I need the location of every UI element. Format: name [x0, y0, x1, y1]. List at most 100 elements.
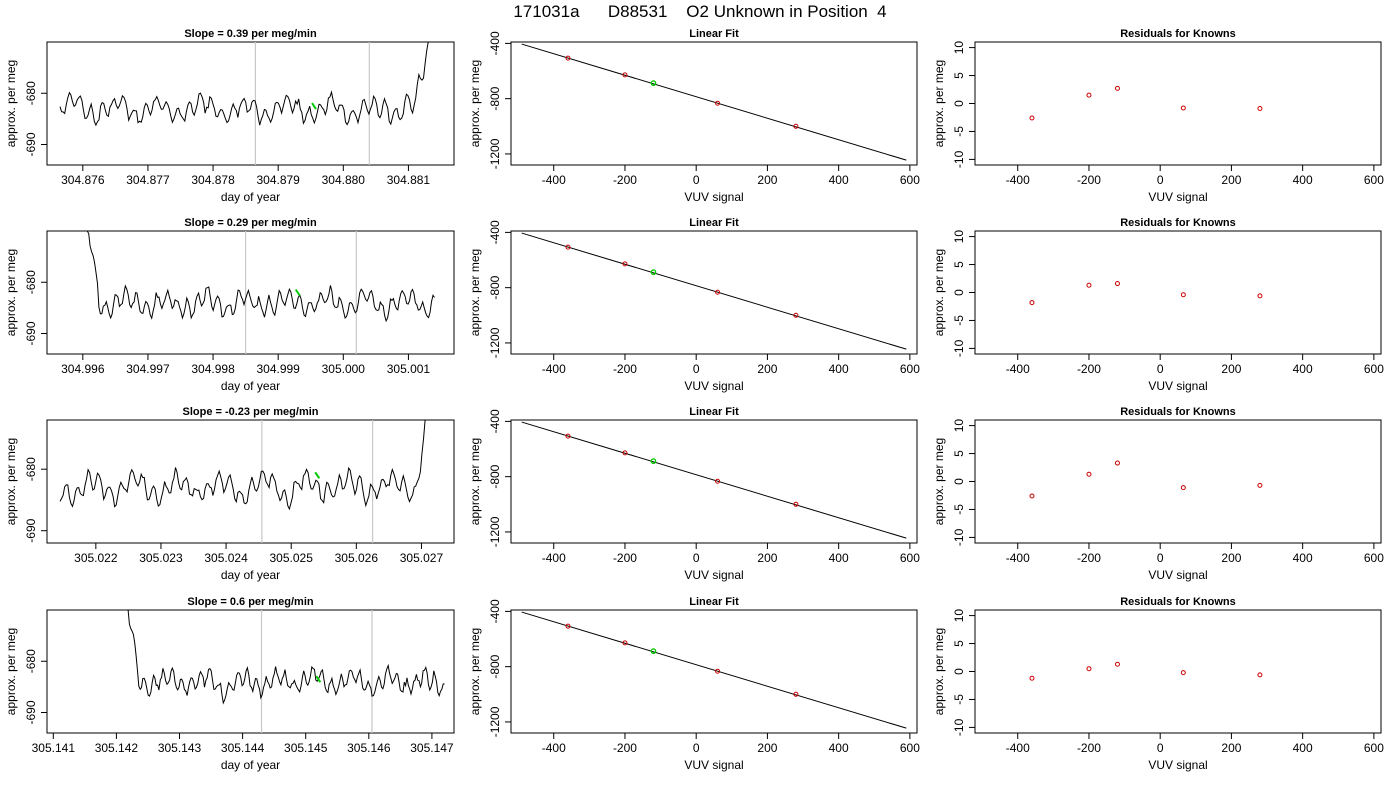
row1-residuals-ytick-label: -5: [952, 126, 966, 137]
row4-linear-fit-known-point: [715, 668, 721, 674]
row4-linear-fit-ytick-label: -800: [488, 654, 502, 678]
row2-linear-fit-xtick-label: -200: [613, 362, 637, 376]
row3-linear-fit-ytick-label: -800: [488, 464, 502, 488]
row4-residuals-residual-point: [1114, 661, 1120, 667]
row3-residuals-xtick-label: 600: [1364, 551, 1384, 565]
row2-timeseries-unknown-mark: [294, 288, 301, 297]
row3-linear-fit-known-point: [793, 501, 799, 507]
row1-residuals-xlabel: VUV signal: [1148, 190, 1207, 204]
row2-linear-fit-known-point: [715, 289, 721, 295]
row4-residuals-title: Residuals for Knowns: [1120, 596, 1236, 608]
row4-timeseries-xtick-label: 305.141: [32, 741, 76, 755]
row1-timeseries-xtick-label: 304.880: [322, 173, 366, 187]
row1-timeseries-xtick-label: 304.881: [387, 173, 431, 187]
row2-residuals-xtick-label: 0: [1157, 362, 1164, 376]
row2-residuals-residual-point: [1086, 282, 1092, 288]
row3-linear-fit-ytick-label: -1200: [488, 516, 502, 547]
row4-timeseries-xtick-label: 305.144: [221, 741, 265, 755]
row3-timeseries-xtick-label: 305.023: [139, 551, 183, 565]
row3-residuals-ytick-label: -10: [952, 528, 966, 546]
row1-residuals-residual-point: [1180, 105, 1186, 111]
row3-timeseries-xtick-label: 305.026: [335, 551, 379, 565]
row3-residuals-frame: [974, 419, 1382, 544]
row1-linear-fit-known-point: [793, 123, 799, 129]
row1-residuals-title: Residuals for Knowns: [1120, 28, 1236, 40]
row3-residuals-residual-point: [1180, 485, 1186, 491]
row4-linear-fit-xtick-label: 0: [693, 741, 700, 755]
row4-timeseries-xtick-label: 305.145: [284, 741, 328, 755]
row4-timeseries-xtick-label: 305.143: [158, 741, 202, 755]
row2-residuals-ytick-label: -10: [952, 339, 966, 357]
row2-residuals-ytick-label: 10: [952, 230, 966, 244]
row3-timeseries-title: Slope = -0.23 per meg/min: [182, 406, 318, 418]
row4-residuals-ytick-label: -5: [952, 694, 966, 705]
row2-residuals-residual-point: [1257, 293, 1263, 299]
row1-linear-fit-xtick-label: 600: [900, 173, 920, 187]
row3-residuals-residual-point: [1029, 493, 1035, 499]
row2-residuals-residual-point: [1114, 281, 1120, 287]
row4-timeseries-ytick-label: -690: [24, 700, 38, 724]
row4-linear-fit-ytick-label: -400: [488, 599, 502, 623]
row3-linear-fit-xtick-label: 400: [829, 551, 849, 565]
row3-residuals-xlabel: VUV signal: [1148, 568, 1207, 582]
row3-linear-fit-known-point: [622, 450, 628, 456]
row3-timeseries-panel: Slope = -0.23 per meg/min day of year appr…: [4, 406, 455, 582]
row1-residuals-ytick-label: 5: [952, 72, 966, 79]
row2-residuals-residual-point: [1029, 300, 1035, 306]
row1-residuals-ytick-label: -10: [952, 150, 966, 168]
row1-residuals-xtick-label: 600: [1364, 173, 1384, 187]
row3-residuals-title: Residuals for Knowns: [1120, 406, 1236, 418]
row4-residuals-ytick-label: 0: [952, 668, 966, 675]
row3-timeseries-ytick-label: -690: [24, 518, 38, 542]
row3-linear-fit-xtick-label: 200: [757, 551, 777, 565]
row1-timeseries-panel: Slope = 0.39 per meg/min day of year appro…: [4, 28, 455, 204]
row3-residuals-xtick-label: 400: [1293, 551, 1313, 565]
row2-residuals-residual-point: [1180, 292, 1186, 298]
row3-timeseries-ylabel: approx. per meg: [4, 438, 18, 525]
row3-linear-fit-xtick-label: 0: [693, 551, 700, 565]
row1-timeseries-frame: [46, 41, 455, 166]
row2-residuals-xlabel: VUV signal: [1148, 379, 1207, 393]
row3-timeseries-xtick-label: 305.027: [400, 551, 444, 565]
row2-residuals-ytick-label: -5: [952, 315, 966, 326]
row3-residuals-xtick-label: 0: [1157, 551, 1164, 565]
row4-residuals-ytick-label: 5: [952, 640, 966, 647]
row3-linear-fit-xtick-label: -200: [613, 551, 637, 565]
row1-timeseries-xtick-label: 304.877: [126, 173, 170, 187]
row3-residuals-ylabel: approx. per meg: [932, 438, 946, 525]
row3-residuals-residual-point: [1086, 471, 1092, 477]
row2-linear-fit-xtick-label: 400: [829, 362, 849, 376]
row4-timeseries-xtick-label: 305.142: [95, 741, 139, 755]
row4-residuals-xtick-label: -400: [1006, 741, 1030, 755]
row2-timeseries-trace-line: [82, 230, 435, 323]
row1-timeseries-xtick-label: 304.878: [191, 173, 235, 187]
row3-linear-fit-ylabel: approx. per meg: [468, 438, 482, 525]
row4-linear-fit-xtick-label: -200: [613, 741, 637, 755]
row4-timeseries-trace-line: [122, 609, 445, 705]
row2-timeseries-frame: [46, 230, 455, 355]
row2-timeseries-xtick-label: 304.996: [61, 362, 105, 376]
row4-residuals-residual-point: [1257, 672, 1263, 678]
row1-timeseries-unknown-mark: [311, 102, 317, 110]
row4-linear-fit-xtick-label: 400: [829, 741, 849, 755]
row4-residuals-residual-point: [1029, 675, 1035, 681]
row4-timeseries-xtick-label: 305.147: [410, 741, 454, 755]
row2-residuals-ytick-label: 0: [952, 289, 966, 296]
row4-timeseries-title: Slope = 0.6 per meg/min: [187, 596, 314, 608]
row2-timeseries-ytick-label: -680: [24, 270, 38, 294]
row3-timeseries-frame: [46, 419, 455, 544]
row3-linear-fit-unknown-point: [650, 458, 657, 465]
row4-residuals-xtick-label: 400: [1293, 741, 1313, 755]
row3-residuals-residual-point: [1257, 482, 1263, 488]
row3-residuals-ytick-label: 10: [952, 419, 966, 433]
row4-linear-fit-known-point: [565, 623, 571, 629]
row4-residuals-panel: Residuals for Knowns VUV signal approx. pe…: [932, 596, 1384, 772]
row4-linear-fit-known-point: [622, 640, 628, 646]
row2-linear-fit-xtick-label: 600: [900, 362, 920, 376]
row2-linear-fit-known-point: [565, 244, 571, 250]
row4-timeseries-panel: Slope = 0.6 per meg/min day of year approx…: [4, 596, 455, 772]
row4-timeseries-ytick-label: -680: [24, 649, 38, 673]
row1-residuals-frame: [974, 41, 1382, 166]
row4-timeseries-xlabel: day of year: [221, 758, 280, 772]
